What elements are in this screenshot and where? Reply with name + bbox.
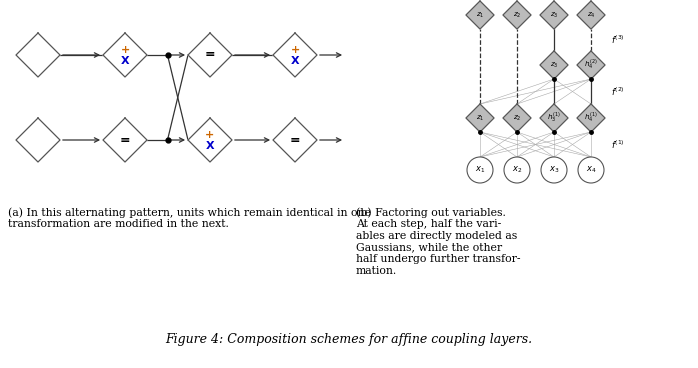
Circle shape	[504, 157, 530, 183]
Polygon shape	[466, 104, 494, 132]
Text: $z_2$: $z_2$	[513, 10, 521, 20]
Text: +: +	[120, 45, 130, 55]
Polygon shape	[503, 104, 531, 132]
Text: $z_1$: $z_1$	[476, 113, 484, 123]
Circle shape	[467, 157, 493, 183]
Text: $f^{(3)}$: $f^{(3)}$	[611, 34, 625, 46]
Polygon shape	[188, 118, 232, 162]
Text: $z_3$: $z_3$	[550, 60, 558, 70]
Polygon shape	[273, 118, 317, 162]
Text: $x_3$: $x_3$	[549, 165, 559, 175]
Polygon shape	[466, 1, 494, 29]
Polygon shape	[540, 104, 568, 132]
Text: $f^{(1)}$: $f^{(1)}$	[611, 138, 625, 151]
Polygon shape	[273, 33, 317, 77]
Text: X: X	[290, 56, 299, 66]
Text: =: =	[205, 49, 215, 61]
Text: =: =	[119, 134, 131, 146]
Polygon shape	[577, 1, 605, 29]
Text: $x_4$: $x_4$	[586, 165, 596, 175]
Text: Figure 4: Composition schemes for affine coupling layers.: Figure 4: Composition schemes for affine…	[165, 333, 533, 346]
Text: =: =	[290, 134, 300, 146]
Text: $z_2$: $z_2$	[513, 113, 521, 123]
Text: $h_4^{(2)}$: $h_4^{(2)}$	[584, 58, 598, 72]
Circle shape	[578, 157, 604, 183]
Text: +: +	[290, 45, 299, 55]
Polygon shape	[103, 118, 147, 162]
Text: $h_4^{(1)}$: $h_4^{(1)}$	[584, 111, 598, 125]
Text: +: +	[205, 130, 214, 140]
Polygon shape	[503, 1, 531, 29]
Text: $x_1$: $x_1$	[475, 165, 485, 175]
Polygon shape	[103, 33, 147, 77]
Polygon shape	[540, 51, 568, 79]
Text: $h_3^{(1)}$: $h_3^{(1)}$	[547, 111, 561, 125]
Circle shape	[541, 157, 567, 183]
Text: $z_4$: $z_4$	[586, 10, 595, 20]
Polygon shape	[16, 118, 60, 162]
Polygon shape	[577, 104, 605, 132]
Polygon shape	[540, 1, 568, 29]
Text: X: X	[206, 141, 214, 151]
Polygon shape	[188, 33, 232, 77]
Polygon shape	[16, 33, 60, 77]
Text: $z_1$: $z_1$	[476, 10, 484, 20]
Text: (b) Factoring out variables.
At each step, half the vari-
ables are directly mod: (b) Factoring out variables. At each ste…	[356, 207, 521, 276]
Text: $f^{(2)}$: $f^{(2)}$	[611, 85, 625, 98]
Text: X: X	[121, 56, 129, 66]
Text: $z_3$: $z_3$	[550, 10, 558, 20]
Text: (a) In this alternating pattern, units which remain identical in one
transformat: (a) In this alternating pattern, units w…	[8, 207, 371, 229]
Polygon shape	[577, 51, 605, 79]
Text: $x_2$: $x_2$	[512, 165, 522, 175]
